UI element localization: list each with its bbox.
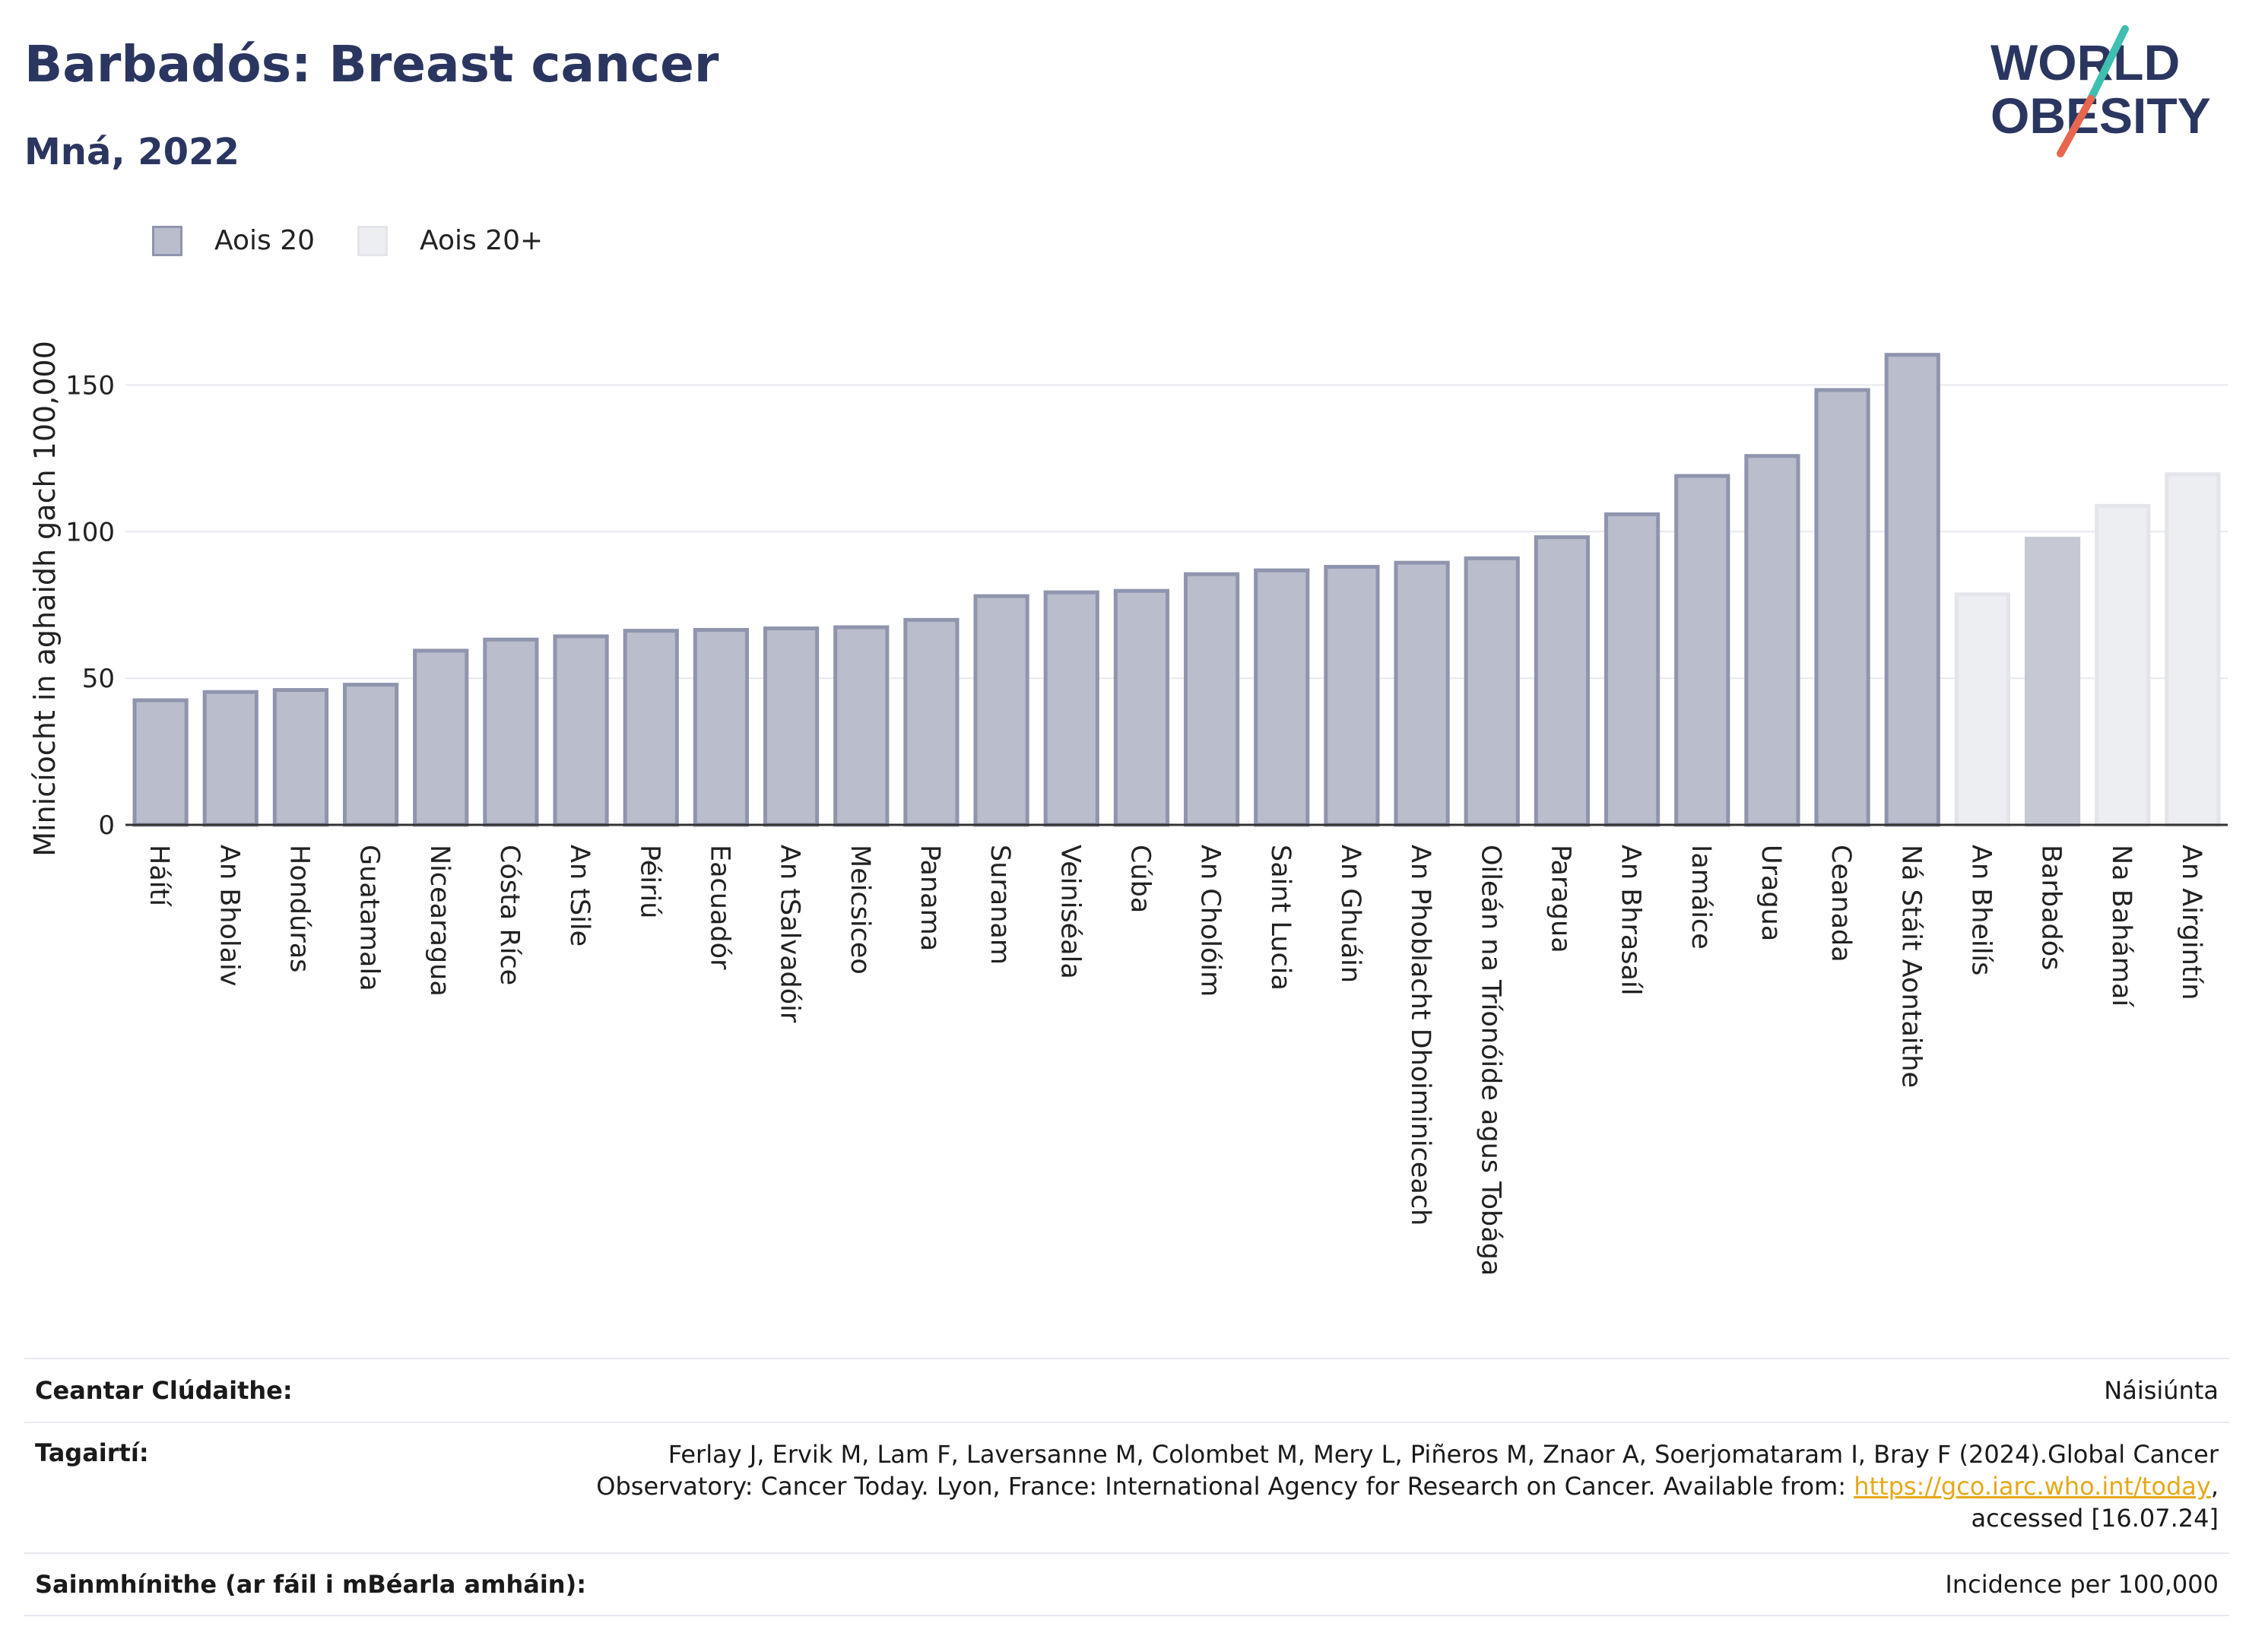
bar [1603, 512, 1661, 827]
y-axis-label: Minicíocht in aghaidh gach 100,000 [28, 341, 62, 857]
bar [1113, 588, 1170, 827]
bar [132, 698, 189, 827]
bar [1394, 560, 1450, 827]
bar [1954, 592, 2011, 827]
legend-swatch-aois20plus [357, 225, 389, 256]
x-tick-label: Guatamala [354, 845, 385, 991]
references-line-2: Observatory: Cancer Today. Lyon, France:… [596, 1472, 2219, 1501]
definitions-row: Sainmhínithe (ar fáil i mBéarla amháin):… [24, 1552, 2229, 1616]
bar [693, 628, 750, 827]
logo-slash-teal [2087, 25, 2129, 103]
x-tick-label: An Ghuáin [1335, 845, 1366, 983]
bar [2024, 537, 2081, 827]
bar [1534, 535, 1591, 827]
x-tick-label: Barbadós [2036, 845, 2067, 970]
definitions-value: Incidence per 100,000 [1945, 1570, 2219, 1599]
world-obesity-logo: WORLD OBESITY [1990, 25, 2211, 157]
legend-item-aois20plus[interactable]: Aois 20+ [357, 225, 543, 256]
bar [2095, 503, 2151, 827]
x-tick-label: Eacuadór [704, 845, 734, 970]
x-tick-label: An Bheilís [1965, 845, 1996, 975]
bar [1324, 565, 1380, 827]
legend-swatch-aois20 [152, 225, 182, 256]
x-tick-label: An Airgintín [2176, 845, 2206, 1000]
references-row: Tagairtí: Ferlay J, Ervik M, Lam F, Lave… [24, 1422, 2229, 1552]
x-tick-label: Saint Lucia [1265, 845, 1296, 991]
references-line-3: accessed [16.07.24] [1971, 1504, 2219, 1533]
y-tick-label: 50 [82, 664, 115, 694]
x-tick-label: Na Bahámaí [2106, 845, 2136, 1007]
legend-item-aois20[interactable]: Aois 20 [152, 225, 315, 256]
legend-label-aois20: Aois 20 [214, 225, 316, 256]
bar [202, 690, 259, 827]
bar [413, 648, 469, 827]
x-tick-label: Hondúras [284, 845, 314, 972]
x-tick-label: Péiriú [634, 845, 665, 918]
bar [973, 594, 1029, 827]
x-tick-label: Meicsiceo [845, 845, 875, 975]
bar [833, 625, 890, 827]
bar [553, 634, 609, 827]
bar [1464, 556, 1520, 827]
x-tick-label: Nicearagua [424, 845, 455, 997]
references-line-1: Ferlay J, Ervik M, Lam F, Laversanne M, … [668, 1440, 2219, 1469]
bar [1814, 388, 1870, 827]
x-tick-label: Suranam [985, 845, 1015, 965]
bar [1744, 454, 1800, 827]
x-tick-label: Veiniséala [1055, 845, 1085, 979]
y-tick-label: 0 [98, 810, 115, 841]
definitions-label: Sainmhínithe (ar fáil i mBéarla amháin): [35, 1570, 586, 1599]
x-tick-label: An Bholaiv [214, 845, 244, 986]
x-tick-label: An Bhrasaíl [1616, 845, 1646, 995]
bar [272, 688, 329, 827]
bar [1043, 590, 1099, 827]
bar [1183, 572, 1240, 827]
coverage-label: Ceantar Clúdaithe: [35, 1376, 293, 1405]
bar [1254, 568, 1310, 827]
bar [483, 637, 539, 827]
bar [903, 617, 960, 827]
chart-title: Barbadós: Breast cancer [24, 35, 719, 94]
x-tick-label: An Cholóim [1195, 845, 1226, 997]
logo-slash-coral [2057, 95, 2095, 157]
references-line-2-text: Observatory: Cancer Today. Lyon, France:… [596, 1472, 1847, 1501]
x-tick-label: An tSile [564, 845, 595, 946]
bar [342, 683, 399, 827]
x-tick-label: Uragua [1756, 845, 1786, 941]
bar [1884, 353, 1940, 827]
chart-subtitle: Mná, 2022 [24, 131, 239, 173]
x-tick-label: Panama [915, 845, 945, 951]
legend-label-aois20plus: Aois 20+ [420, 225, 544, 256]
x-tick-label: Cósta Ríce [494, 845, 525, 985]
x-tick-label: Paragua [1545, 845, 1575, 953]
bar [2165, 472, 2221, 827]
x-tick-label: Cúba [1124, 845, 1155, 913]
references-value: Ferlay J, Ervik M, Lam F, Laversanne M, … [596, 1438, 2219, 1552]
x-tick-label: Ná Stáit Aontaithe [1895, 845, 1926, 1088]
x-tick-label: Ceanada [1826, 845, 1856, 962]
logo-word-world: WORLD [1990, 34, 2180, 90]
bar [623, 629, 679, 827]
references-link[interactable]: https://gco.iarc.who.int/today [1854, 1472, 2211, 1501]
chart-legend: Aois 20 Aois 20+ [152, 225, 585, 256]
x-tick-label: An Phoblacht Dhoiminiceach [1405, 845, 1435, 1226]
references-label: Tagairtí: [35, 1438, 149, 1467]
bar [763, 626, 820, 827]
logo-word-obesity: OBESITY [1990, 87, 2211, 144]
x-tick-label: Iamáice [1686, 845, 1716, 950]
y-tick-label: 100 [65, 517, 115, 547]
coverage-value: Náisiúnta [2104, 1376, 2219, 1405]
coverage-row: Ceantar Clúdaithe: Náisiúnta [24, 1358, 2229, 1422]
x-tick-label: An tSalvadóir [775, 845, 805, 1023]
bar [1674, 474, 1730, 827]
x-tick-label: Oileán na Tríonóide agus Tobága [1475, 845, 1505, 1276]
x-tick-label: Háítí [144, 845, 174, 907]
y-tick-label: 150 [65, 370, 115, 401]
